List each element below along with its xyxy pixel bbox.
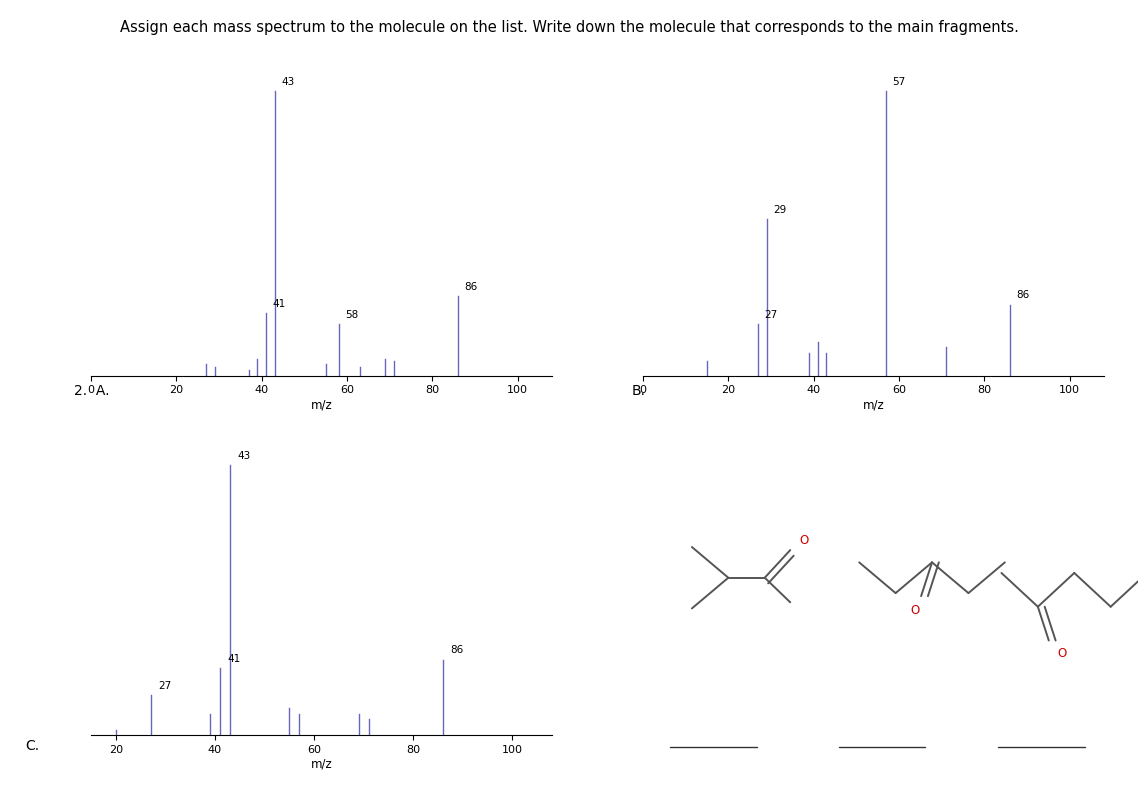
Text: C.: C. <box>25 739 39 753</box>
Text: 41: 41 <box>228 654 240 663</box>
Text: 43: 43 <box>237 451 250 461</box>
Text: O: O <box>799 534 808 547</box>
Text: 86: 86 <box>1016 290 1030 301</box>
Text: 2.  A.: 2. A. <box>74 384 109 398</box>
Text: Assign each mass spectrum to the molecule on the list. Write down the molecule t: Assign each mass spectrum to the molecul… <box>119 20 1019 36</box>
Text: O: O <box>910 604 920 617</box>
Text: 43: 43 <box>281 77 295 87</box>
Text: 29: 29 <box>773 205 786 215</box>
X-axis label: m/z: m/z <box>311 758 332 771</box>
Text: B.: B. <box>632 384 645 398</box>
Text: O: O <box>1058 647 1067 660</box>
Text: 27: 27 <box>765 310 778 320</box>
X-axis label: m/z: m/z <box>311 398 332 411</box>
Text: 86: 86 <box>451 646 463 655</box>
Text: 86: 86 <box>464 282 478 292</box>
X-axis label: m/z: m/z <box>863 398 884 411</box>
Text: 27: 27 <box>158 680 171 691</box>
Text: 58: 58 <box>345 310 358 320</box>
Text: 41: 41 <box>272 299 286 309</box>
Text: 57: 57 <box>892 77 906 87</box>
